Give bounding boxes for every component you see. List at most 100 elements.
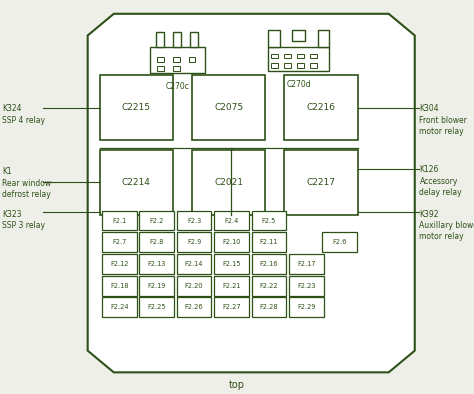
Bar [284,54,291,58]
Bar [310,54,317,58]
Text: K1
Rear window
defrost relay: K1 Rear window defrost relay [2,167,52,199]
Text: F2.8: F2.8 [149,239,164,245]
Polygon shape [88,14,415,372]
Text: F2.5: F2.5 [262,217,276,224]
Bar [189,57,195,62]
Bar [292,30,305,41]
Text: F2.10: F2.10 [222,239,241,245]
Bar [102,254,137,274]
Bar [289,254,324,274]
Text: K126
Accessory
delay relay: K126 Accessory delay relay [419,165,462,197]
Bar [100,150,173,215]
Text: F2.17: F2.17 [297,261,316,267]
Bar [139,211,174,230]
Bar [297,63,304,68]
Bar [156,32,164,47]
Bar [177,276,211,296]
Bar [102,211,137,230]
Text: F2.18: F2.18 [110,282,128,289]
Bar [271,63,279,68]
Text: F2.26: F2.26 [185,304,203,310]
Text: F2.11: F2.11 [260,239,278,245]
Bar [252,276,286,296]
Text: F2.2: F2.2 [149,217,164,224]
Text: K392
Auxillary blower
motor relay: K392 Auxillary blower motor relay [419,210,474,241]
Text: F2.13: F2.13 [147,261,166,267]
Bar [271,54,279,58]
Bar [297,54,304,58]
Bar [252,297,286,317]
Bar [268,30,280,47]
Bar [214,276,249,296]
Text: F2.15: F2.15 [222,261,241,267]
Bar [173,32,181,47]
Text: F2.22: F2.22 [260,282,278,289]
Text: C2217: C2217 [307,178,336,187]
Text: F2.21: F2.21 [222,282,241,289]
Bar [214,232,249,252]
Bar [139,297,174,317]
Bar [157,66,164,71]
Bar [139,232,174,252]
Text: C2021: C2021 [214,178,243,187]
Bar [100,75,173,140]
Text: F2.29: F2.29 [297,304,316,310]
Bar [102,232,137,252]
Bar [139,276,174,296]
Bar [177,211,211,230]
Text: C2216: C2216 [307,103,336,112]
Text: F2.20: F2.20 [185,282,203,289]
Text: F2.4: F2.4 [224,217,239,224]
Bar [284,75,358,140]
Text: F2.1: F2.1 [112,217,127,224]
Text: C270c: C270c [166,82,190,91]
Bar [322,232,357,252]
Bar [214,297,249,317]
Text: F2.6: F2.6 [332,239,347,245]
Bar [252,211,286,230]
Bar [252,232,286,252]
Text: F2.28: F2.28 [260,304,278,310]
Text: F2.19: F2.19 [147,282,166,289]
Bar [289,297,324,317]
Text: K323
SSP 3 relay: K323 SSP 3 relay [2,210,46,230]
Text: F2.9: F2.9 [187,239,201,245]
Text: K304
Front blower
motor relay: K304 Front blower motor relay [419,104,467,136]
Bar [190,32,198,47]
Bar [157,57,164,62]
Bar [310,63,317,68]
Text: C2075: C2075 [214,103,243,112]
Text: K324
SSP 4 relay: K324 SSP 4 relay [2,104,46,125]
Bar [177,232,211,252]
Bar [173,57,180,62]
Text: C2214: C2214 [122,178,151,187]
Bar [214,254,249,274]
Text: F2.12: F2.12 [110,261,128,267]
Bar [284,150,358,215]
Bar [289,276,324,296]
Text: F2.16: F2.16 [260,261,278,267]
Text: C2215: C2215 [122,103,151,112]
Bar [284,63,291,68]
Bar [139,254,174,274]
Text: F2.24: F2.24 [110,304,128,310]
Bar [102,297,137,317]
Text: F2.25: F2.25 [147,304,166,310]
Bar [192,150,265,215]
Text: top: top [229,380,245,390]
Text: F2.27: F2.27 [222,304,241,310]
Text: F2.3: F2.3 [187,217,201,224]
Text: F2.23: F2.23 [297,282,316,289]
Bar [214,211,249,230]
Bar [268,47,329,71]
Bar [252,254,286,274]
Text: F2.7: F2.7 [112,239,127,245]
Bar [173,66,180,71]
Text: F2.14: F2.14 [185,261,203,267]
Bar [177,254,211,274]
Bar [102,276,137,296]
Bar [192,75,265,140]
Bar [318,30,329,47]
Bar [177,297,211,317]
Text: C270d: C270d [286,80,311,89]
